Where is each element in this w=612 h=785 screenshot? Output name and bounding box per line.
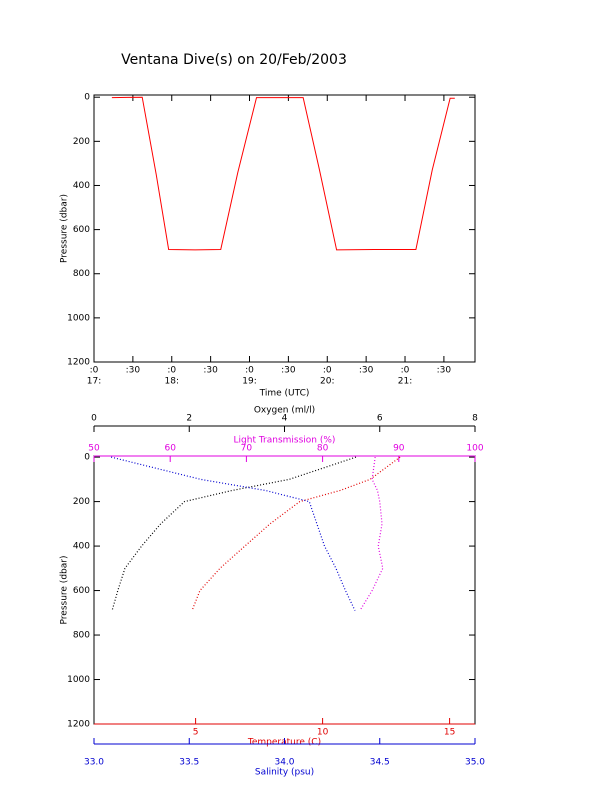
- y-axis-label: Pressure (dbar): [60, 556, 70, 625]
- x-tick-label: :30: [126, 366, 141, 376]
- profile-trace: [111, 456, 356, 611]
- chart-title: Ventana Dive(s) on 20/Feb/2003: [121, 52, 347, 68]
- x-tick-label: :30: [437, 366, 452, 376]
- x-axis-title: Salinity (psu): [255, 768, 314, 778]
- y-tick-label: 1000: [67, 313, 90, 323]
- x-tick-label: :0: [245, 366, 254, 376]
- y-tick-label: 1000: [67, 675, 90, 685]
- x-tick-label: 5: [193, 728, 199, 738]
- y-tick-label: 1200: [67, 720, 90, 730]
- x-tick-label: 2: [186, 414, 192, 424]
- y-axis-label: Pressure (dbar): [60, 194, 70, 263]
- x-tick-label: 34.5: [370, 758, 390, 768]
- x-hour-label: 21:: [398, 377, 412, 387]
- x-tick-label: 33.0: [84, 758, 104, 768]
- x-tick-label: :0: [167, 366, 176, 376]
- plot-frame: [93, 94, 476, 363]
- x-tick-label: 34.0: [274, 758, 294, 768]
- y-tick-label: 600: [73, 586, 90, 596]
- x-tick-label: 6: [377, 414, 383, 424]
- x-hour-label: 19:: [242, 377, 256, 387]
- x-tick-label: :0: [401, 366, 410, 376]
- y-tick-label: 1200: [67, 358, 90, 368]
- x-tick-label: :30: [359, 366, 374, 376]
- x-tick-label: :30: [281, 366, 296, 376]
- x-tick-label: :0: [323, 366, 332, 376]
- x-tick-label: 4: [282, 414, 288, 424]
- x-hour-label: 17:: [87, 377, 101, 387]
- y-tick-label: 600: [73, 225, 90, 235]
- x-hour-label: 20:: [320, 377, 334, 387]
- y-tick-label: 0: [84, 93, 90, 103]
- x-tick-label: :30: [203, 366, 218, 376]
- profile-trace: [191, 456, 401, 611]
- x-axis-title: Light Transmission (%): [234, 436, 336, 446]
- x-tick-label: 60: [164, 444, 176, 454]
- x-tick-label: 0: [91, 414, 97, 424]
- y-tick-label: 800: [73, 269, 90, 279]
- x-tick-label: 10: [317, 728, 329, 738]
- x-tick-label: 90: [393, 444, 405, 454]
- x-axis-label: Time (UTC): [259, 389, 310, 399]
- y-tick-label: 0: [84, 453, 90, 463]
- x-tick-label: 80: [317, 444, 329, 454]
- plot-frame: [93, 455, 476, 725]
- y-tick-label: 200: [73, 497, 90, 507]
- x-tick-label: 15: [444, 728, 455, 738]
- profile-trace: [359, 457, 384, 611]
- x-tick-label: 35.0: [465, 758, 485, 768]
- x-tick-label: 8: [472, 414, 478, 424]
- x-tick-label: 100: [466, 444, 483, 454]
- y-tick-label: 200: [73, 137, 90, 147]
- y-tick-label: 800: [73, 631, 90, 641]
- y-tick-label: 400: [73, 181, 90, 191]
- x-tick-label: 70: [241, 444, 253, 454]
- y-tick-label: 400: [73, 542, 90, 552]
- x-tick-label: 33.5: [179, 758, 199, 768]
- x-axis-title: Oxygen (ml/l): [254, 406, 315, 416]
- x-hour-label: 18:: [165, 377, 179, 387]
- x-tick-label: 50: [88, 444, 100, 454]
- profile-trace: [111, 456, 357, 611]
- depth-trace: [111, 96, 455, 251]
- x-tick-label: :0: [90, 366, 99, 376]
